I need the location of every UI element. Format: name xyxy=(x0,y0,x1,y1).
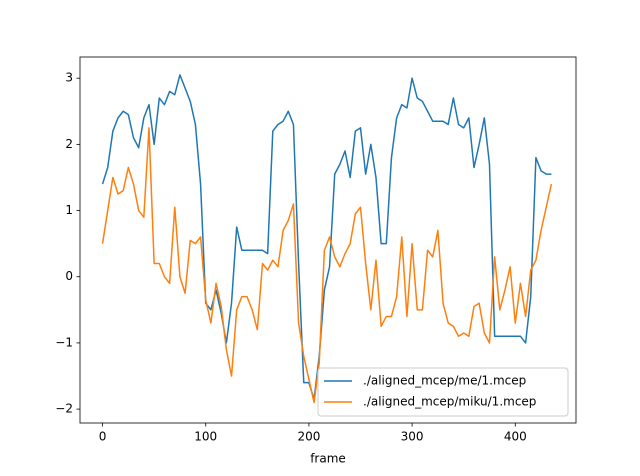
y-tick-label: 1 xyxy=(65,203,73,217)
axes-frame xyxy=(79,56,577,424)
y-tick-label: −1 xyxy=(55,335,73,349)
legend-label: ./aligned_mcep/me/1.mcep xyxy=(363,374,526,388)
x-tick-label: 0 xyxy=(99,430,107,444)
y-tick-label: −2 xyxy=(55,402,73,416)
x-tick-label: 200 xyxy=(297,430,320,444)
legend-label: ./aligned_mcep/miku/1.mcep xyxy=(363,395,536,409)
y-tick-label: 2 xyxy=(65,137,73,151)
y-tick-label: 3 xyxy=(65,71,73,85)
data-line xyxy=(101,127,553,404)
legend-box xyxy=(317,367,569,417)
x-tick-label: 300 xyxy=(401,430,424,444)
x-tick-label: 100 xyxy=(194,430,217,444)
data-line xyxy=(101,74,552,400)
x-axis-label: frame xyxy=(310,452,346,466)
y-tick-label: 0 xyxy=(65,269,73,283)
x-tick-label: 400 xyxy=(504,430,527,444)
